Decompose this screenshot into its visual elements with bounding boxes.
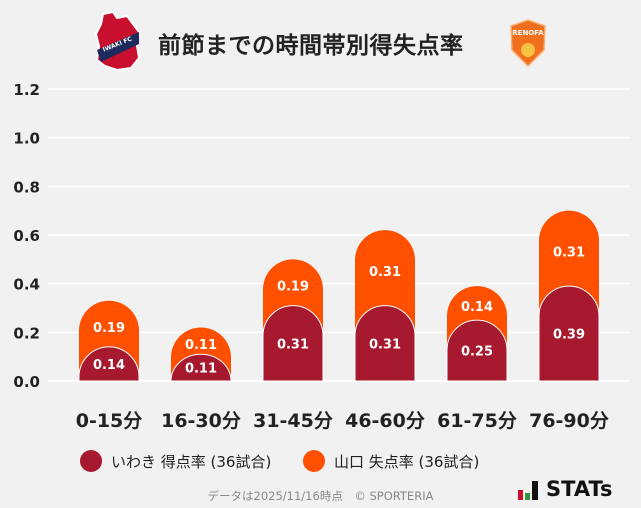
bar-iwaki [170,353,232,382]
footer-note: データは2025/11/16時点 © SPORTERIA [207,489,434,503]
legend-label: いわき 得点率 (36試合) [111,452,272,471]
data-label-iwaki: 0.31 [369,337,401,352]
data-label-yamaguchi: 0.11 [185,338,217,353]
y-tick-label: 1.0 [13,130,40,148]
data-label-yamaguchi: 0.31 [553,245,585,260]
x-tick-label: 61-75分 [437,410,517,432]
y-tick-label: 0.4 [13,276,40,294]
data-label-yamaguchi: 0.19 [93,321,125,336]
y-tick-label: 0.0 [13,373,40,391]
iwaki-fc-logo: IWAKI FC [94,10,141,72]
legend-swatch [303,450,325,472]
data-label-iwaki: 0.39 [553,328,585,343]
stats-logo-icon [518,481,538,500]
data-label-iwaki: 0.14 [93,358,125,373]
stats-brand: STATs [518,477,612,501]
y-tick-label: 0.8 [13,178,40,196]
y-tick-label: 0.2 [13,324,40,342]
data-label-yamaguchi: 0.19 [277,279,309,294]
bar-iwaki [78,346,140,382]
page-title: 前節までの時間帯別得失点率 [158,33,464,59]
data-label-yamaguchi: 0.14 [461,300,493,315]
x-tick-label: 46-60分 [345,410,425,432]
legend-item-iwaki: いわき 得点率 (36試合) [80,450,271,472]
data-label-iwaki: 0.31 [277,337,309,352]
chart: 0.0 0.2 0.4 0.6 0.8 1.0 1.2 0.14 0.19 0-15分 0.11 0.… [13,81,630,432]
x-tick-label: 16-30分 [161,410,241,432]
y-tick-label: 1.2 [13,81,40,99]
bar-iwaki [446,319,508,382]
y-tick-label: 0.6 [13,227,40,245]
legend-swatch [80,450,102,472]
x-tick-label: 0-15分 [76,410,143,432]
stats-brand-text: STATs [546,477,613,501]
data-label-iwaki: 0.25 [461,345,493,360]
bar-iwaki [262,305,324,382]
data-label-yamaguchi: 0.31 [369,265,401,280]
legend-item-yamaguchi: 山口 失点率 (36試合) [303,450,479,472]
renofa-logo: RENOFA [510,19,546,68]
x-tick-label: 31-45分 [253,410,333,432]
svg-text:RENOFA: RENOFA [512,29,544,37]
bar-iwaki [538,285,600,382]
x-tick-label: 76-90分 [529,410,609,432]
legend-label: 山口 失点率 (36試合) [334,452,480,471]
data-label-iwaki: 0.11 [185,362,217,377]
bar-iwaki [354,305,416,382]
